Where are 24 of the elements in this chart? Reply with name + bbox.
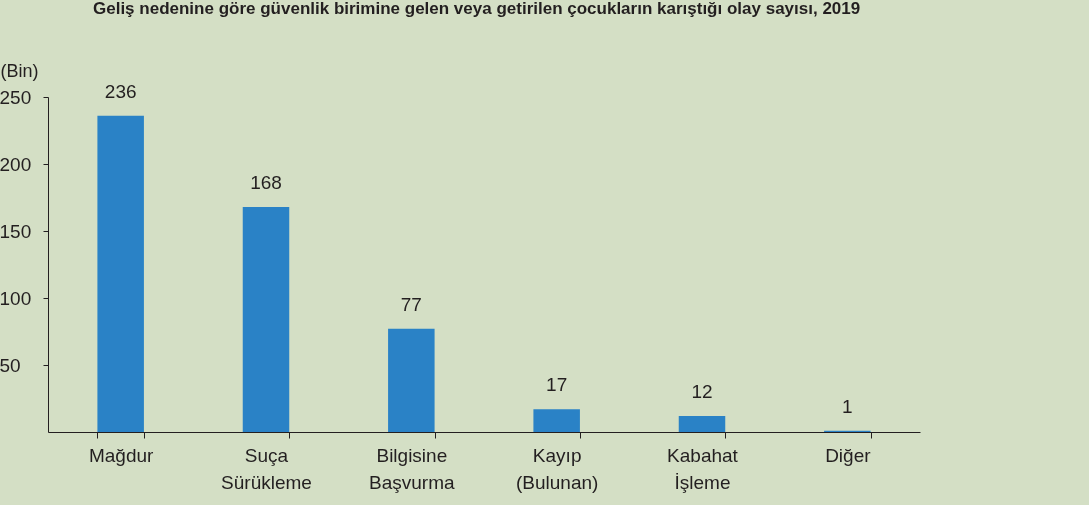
data-label: 168: [250, 171, 282, 193]
x-tick-label: Bilgisine Başvurma: [369, 444, 456, 493]
x-tick-label: Suça Sürükleme: [221, 444, 312, 493]
bar: [388, 328, 435, 432]
data-label: 1: [842, 395, 853, 417]
x-tick-label: Kayıp (Bulunan): [515, 444, 599, 493]
y-tick-label: 150: [0, 220, 32, 242]
y-tick-label: 100: [0, 287, 32, 309]
y-axis-title: (Bin): [0, 60, 39, 81]
bar: [678, 415, 726, 432]
bar: [242, 206, 290, 432]
x-tick-label: Mağdur: [88, 444, 155, 466]
data-label: 236: [104, 80, 137, 102]
data-label: 77: [400, 293, 422, 315]
y-tick-label: 50: [0, 354, 21, 376]
data-label: 17: [546, 374, 568, 396]
x-tick-label: Kabahat İşleme: [667, 444, 739, 493]
bar: [533, 409, 580, 432]
x-tick-label: Diğer: [825, 444, 872, 466]
bar: [97, 115, 144, 432]
data-label: 12: [691, 380, 713, 402]
y-tick-label: 250: [0, 86, 32, 108]
y-tick-label: 200: [0, 153, 32, 175]
chart-title: Geliş nedenine göre güvenlik birimine gelen veya getirilen çocukların karıştığı olay sayısı, 2019: [93, 0, 861, 18]
